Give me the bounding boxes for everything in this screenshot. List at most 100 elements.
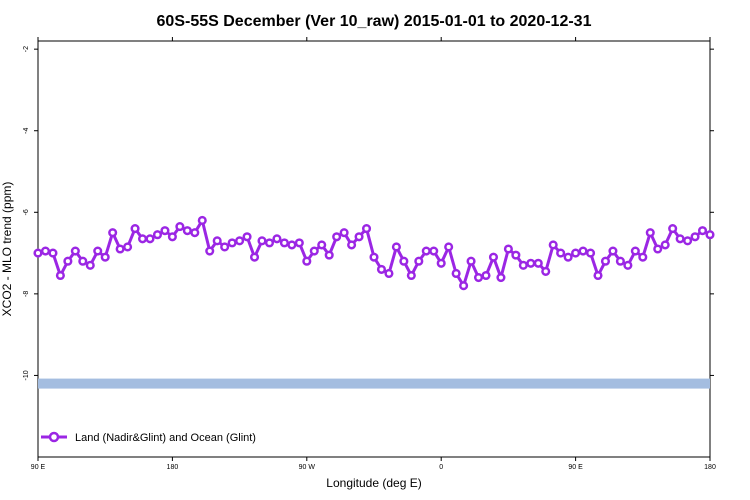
data-point: [466, 256, 476, 266]
data-point: [48, 248, 58, 258]
legend-marker: [48, 431, 60, 443]
data-point: [137, 234, 148, 244]
y-axis: -2 -4 -6 -8 -10: [23, 46, 714, 380]
data-point: [548, 240, 558, 250]
data-point: [190, 228, 200, 238]
data-point: [272, 234, 282, 244]
x-tick-label: 90 W: [299, 464, 316, 471]
data-point: [33, 248, 43, 258]
data-point: [249, 252, 260, 262]
data-point: [115, 244, 125, 254]
legend: Land (Nadir&Glint) and Ocean (Glint): [41, 431, 256, 444]
data-point: [585, 248, 596, 258]
y-tick-label: -8: [23, 291, 30, 297]
data-point: [668, 224, 678, 234]
data-point: [227, 238, 237, 248]
data-point: [660, 240, 670, 250]
y-axis-label: XCO2 - MLO trend (ppm): [0, 182, 14, 317]
x-tick-label: 90 E: [31, 464, 46, 471]
data-point: [436, 258, 446, 268]
data-point: [533, 258, 543, 268]
x-tick-label: 180: [167, 464, 179, 471]
data-point: [444, 242, 454, 252]
data-point: [55, 270, 65, 281]
data-point: [332, 232, 342, 242]
data-point: [578, 246, 588, 256]
data-point: [503, 244, 513, 254]
data-point: [488, 252, 499, 262]
data-point: [339, 228, 349, 238]
data-point: [182, 226, 192, 236]
y-tick-label: -2: [23, 46, 30, 52]
data-point: [697, 226, 708, 236]
data-point: [324, 250, 334, 260]
data-point: [309, 246, 319, 256]
data-point: [705, 230, 715, 240]
reference-band: [38, 378, 710, 389]
data-point: [145, 234, 155, 244]
data-point: [675, 234, 685, 244]
y-tick-label: -10: [23, 370, 30, 380]
data-point: [317, 240, 327, 250]
data-point: [571, 248, 581, 258]
data-point: [205, 246, 215, 256]
data-point: [376, 264, 387, 274]
data-point: [623, 260, 633, 270]
data-point: [152, 230, 163, 240]
data-point: [302, 256, 312, 266]
x-axis: 90 E 180 90 W 0 90 E 180: [31, 37, 716, 471]
data-point: [391, 242, 401, 252]
data-point: [496, 272, 506, 283]
data-point: [429, 246, 439, 256]
series-layer: [33, 215, 715, 291]
x-tick-label: 0: [439, 464, 443, 471]
data-point: [70, 246, 80, 256]
data-point: [123, 242, 133, 252]
data-point: [608, 246, 618, 256]
data-point: [556, 248, 566, 258]
data-point: [175, 222, 185, 232]
data-point: [593, 270, 603, 281]
data-point: [264, 238, 275, 248]
data-point: [518, 260, 528, 270]
data-point: [615, 256, 625, 266]
data-point: [93, 246, 103, 256]
data-point: [242, 232, 252, 242]
x-tick-label: 90 E: [568, 464, 583, 471]
data-point: [63, 256, 73, 266]
data-point: [384, 268, 394, 279]
data-point: [481, 270, 491, 281]
y-tick-label: -6: [23, 209, 30, 215]
data-point: [197, 215, 207, 226]
y-tick-label: -4: [23, 128, 30, 134]
data-point: [421, 246, 431, 256]
data-point: [100, 252, 110, 262]
data-point: [279, 238, 289, 248]
data-point: [690, 232, 700, 242]
data-point: [354, 232, 364, 242]
data-point: [511, 250, 521, 260]
data-point: [451, 268, 461, 279]
data-point: [399, 256, 409, 266]
data-point: [108, 228, 118, 238]
data-point: [287, 240, 297, 250]
data-point: [85, 260, 95, 270]
data-point: [683, 236, 693, 246]
data-point: [541, 266, 551, 276]
data-point: [220, 242, 230, 252]
chart-title: 60S-55S December (Ver 10_raw) 2015-01-01…: [157, 13, 592, 30]
x-axis-label: Longitude (deg E): [326, 476, 421, 490]
data-point: [130, 224, 140, 234]
data-point: [563, 252, 573, 262]
x-tick-label: 180: [704, 464, 716, 471]
data-point: [630, 246, 640, 256]
data-point: [347, 240, 357, 250]
data-point: [160, 226, 170, 236]
legend-label: Land (Nadir&Glint) and Ocean (Glint): [75, 432, 256, 444]
data-point: [78, 256, 88, 266]
data-point: [212, 236, 222, 246]
data-point: [167, 232, 177, 242]
data-point: [294, 238, 304, 248]
data-point: [638, 252, 648, 262]
data-point: [645, 228, 655, 238]
